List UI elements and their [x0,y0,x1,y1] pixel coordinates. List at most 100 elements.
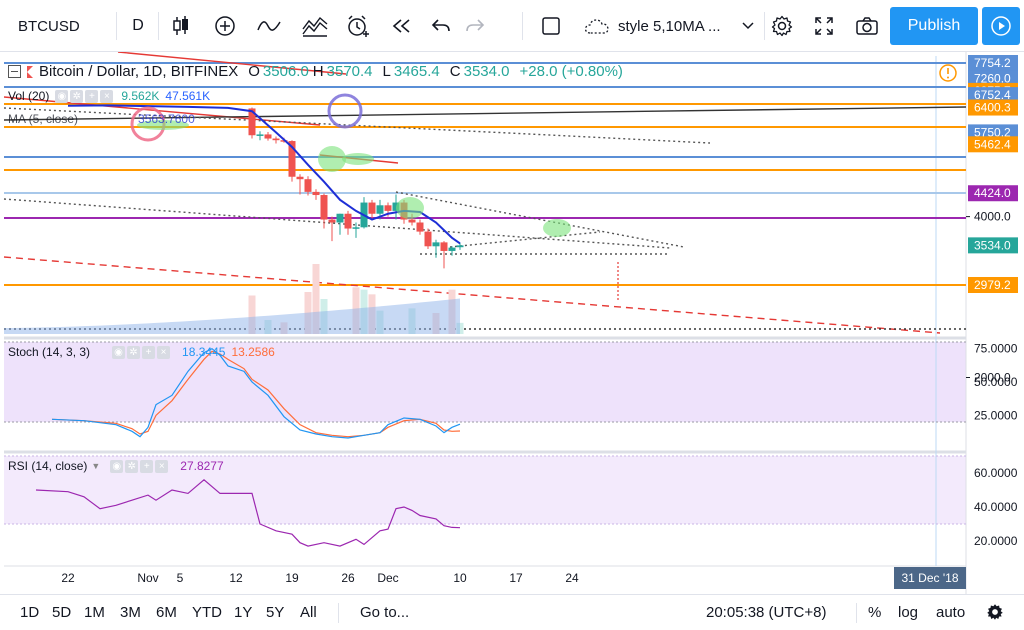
candle[interactable] [304,176,312,196]
log-toggle[interactable]: log [898,604,919,621]
play-button[interactable] [982,7,1020,45]
range-button-ytd[interactable]: YTD [192,604,222,621]
candle[interactable] [448,246,456,256]
range-button-3m[interactable]: 3M [120,604,141,621]
candle[interactable] [416,219,424,235]
candle[interactable] [256,131,264,141]
stoch-k-line[interactable] [51,347,461,439]
trend-lines[interactable] [3,52,967,334]
candle[interactable] [328,216,336,242]
highlight-ellipse-green[interactable] [543,219,571,237]
trend-line[interactable] [117,52,347,75]
range-button-5d[interactable]: 5D [52,604,72,621]
price-level-label[interactable]: 7260.0 [968,70,1018,87]
range-button-5y[interactable]: 5Y [266,604,285,621]
rsi-legend[interactable]: RSI (14, close) ▼ ◉ ✲ + × 27.8277 [8,459,224,473]
candle[interactable] [264,131,272,141]
price-level-label[interactable]: 2979.2 [968,277,1018,293]
indicators-icon[interactable] [254,7,284,45]
price-level-label[interactable]: 6400.3 [968,99,1018,116]
time-tick-label: 24 [565,571,579,585]
price-level-label[interactable]: 6752.4 [968,87,1018,104]
time-tick-label: 17 [509,571,523,585]
layout-square-icon[interactable] [536,7,566,45]
candle-body [256,134,264,136]
candle-body [384,205,392,211]
price-level-label[interactable]: 7754.2 [968,55,1018,71]
time-tick-label: 10 [453,571,467,585]
candles-style-icon[interactable] [166,7,196,45]
chevron-down-icon[interactable]: ▼ [91,461,101,471]
alert-clock-icon[interactable] [342,7,374,45]
candle[interactable] [432,239,440,258]
range-button-all[interactable]: All [300,604,317,621]
ma-legend[interactable]: MA (5, close) 3563.7600 [8,112,195,126]
goto-button[interactable]: Go to... [360,604,410,621]
candle[interactable] [456,242,464,250]
clock-timezone[interactable]: 20:05:38 (UTC+8) [706,604,827,621]
percent-toggle[interactable]: % [868,604,882,621]
legend-controls[interactable]: ◉ ✲ + × [55,89,115,103]
highlight-circle-blue[interactable] [327,93,363,129]
range-button-6m[interactable]: 6M [156,604,177,621]
main-legend[interactable]: Bitcoin / Dollar, 1D, BITFINEX O 3506.0 H… [8,63,623,80]
symbol-search-button[interactable]: BTCUSD [18,17,80,35]
auto-toggle[interactable]: auto [936,604,966,621]
time-tick-label: 19 [285,571,299,585]
undo-icon[interactable] [426,7,456,45]
candle[interactable] [320,193,328,229]
range-button-1m[interactable]: 1M [84,604,105,621]
highlight-circles[interactable] [130,93,571,237]
trend-line[interactable] [395,191,685,248]
templates-icon[interactable] [298,7,332,45]
alert-icon[interactable] [939,64,957,82]
highlight-ellipse-green[interactable] [318,146,346,172]
candle[interactable] [248,107,256,139]
candle[interactable] [296,174,304,195]
trend-line[interactable] [3,198,671,249]
legend-controls[interactable]: ◉ ✲ + × [110,459,170,473]
candle[interactable] [344,210,352,235]
price-level-label[interactable]: 3534.0 [968,237,1018,254]
volume-legend[interactable]: Vol (20) ◉ ✲ + × 9.562K 47.561K [8,89,210,103]
time-axis[interactable]: 22 Nov 5 12 19 26 Dec 10 17 24 [61,571,579,585]
price-level-label[interactable]: 5462.4 [968,136,1018,153]
chart-settings-icon[interactable] [986,603,1004,625]
price-label-box [968,87,1018,104]
stoch-axis: 75.0000 50.0000 25.0000 [974,342,1018,423]
highlight-ellipse-green[interactable] [137,120,189,130]
settings-gear-icon[interactable] [766,7,798,45]
candle[interactable] [440,241,448,269]
stoch-legend[interactable]: Stoch (14, 3, 3) ◉ ✲ + × 18.3445 13.2586 [8,345,275,359]
highlight-ellipse-green[interactable] [342,153,374,165]
main-pane[interactable] [4,56,966,334]
interval-button[interactable]: D [132,17,144,34]
stoch-d-line[interactable] [51,350,461,438]
range-button-1d[interactable]: 1D [20,604,40,621]
collapse-icon[interactable] [8,65,21,78]
replay-icon[interactable] [386,7,418,45]
price-level-label[interactable]: 4424.0 [968,185,1018,202]
candle[interactable] [424,228,432,249]
candle[interactable] [312,189,320,200]
candle[interactable] [392,194,400,220]
highlight-ellipse-green[interactable] [396,197,424,219]
date-marker[interactable]: 31 Dec '18 [894,567,966,589]
chart-canvas[interactable]: 4000.02000.07754.27260.06875.76752.46400… [0,52,1024,594]
price-axis[interactable]: 4000.02000.07754.27260.06875.76752.46400… [966,55,1018,384]
candle[interactable] [336,213,344,235]
style-dropdown[interactable]: style 5,10MA ... [576,7,760,45]
candle[interactable] [368,199,376,220]
redo-icon[interactable] [460,7,490,45]
candle[interactable] [352,222,360,238]
trend-line[interactable] [3,256,941,334]
trend-line[interactable] [449,231,601,248]
fullscreen-icon[interactable] [808,7,840,45]
publish-button[interactable]: Publish [890,7,978,45]
rsi-line[interactable] [35,479,461,547]
range-button-1y[interactable]: 1Y [234,604,253,621]
add-indicator-icon[interactable] [210,7,240,45]
legend-controls[interactable]: ◉ ✲ + × [112,345,172,359]
candle[interactable] [272,136,280,144]
camera-icon[interactable] [850,7,884,45]
